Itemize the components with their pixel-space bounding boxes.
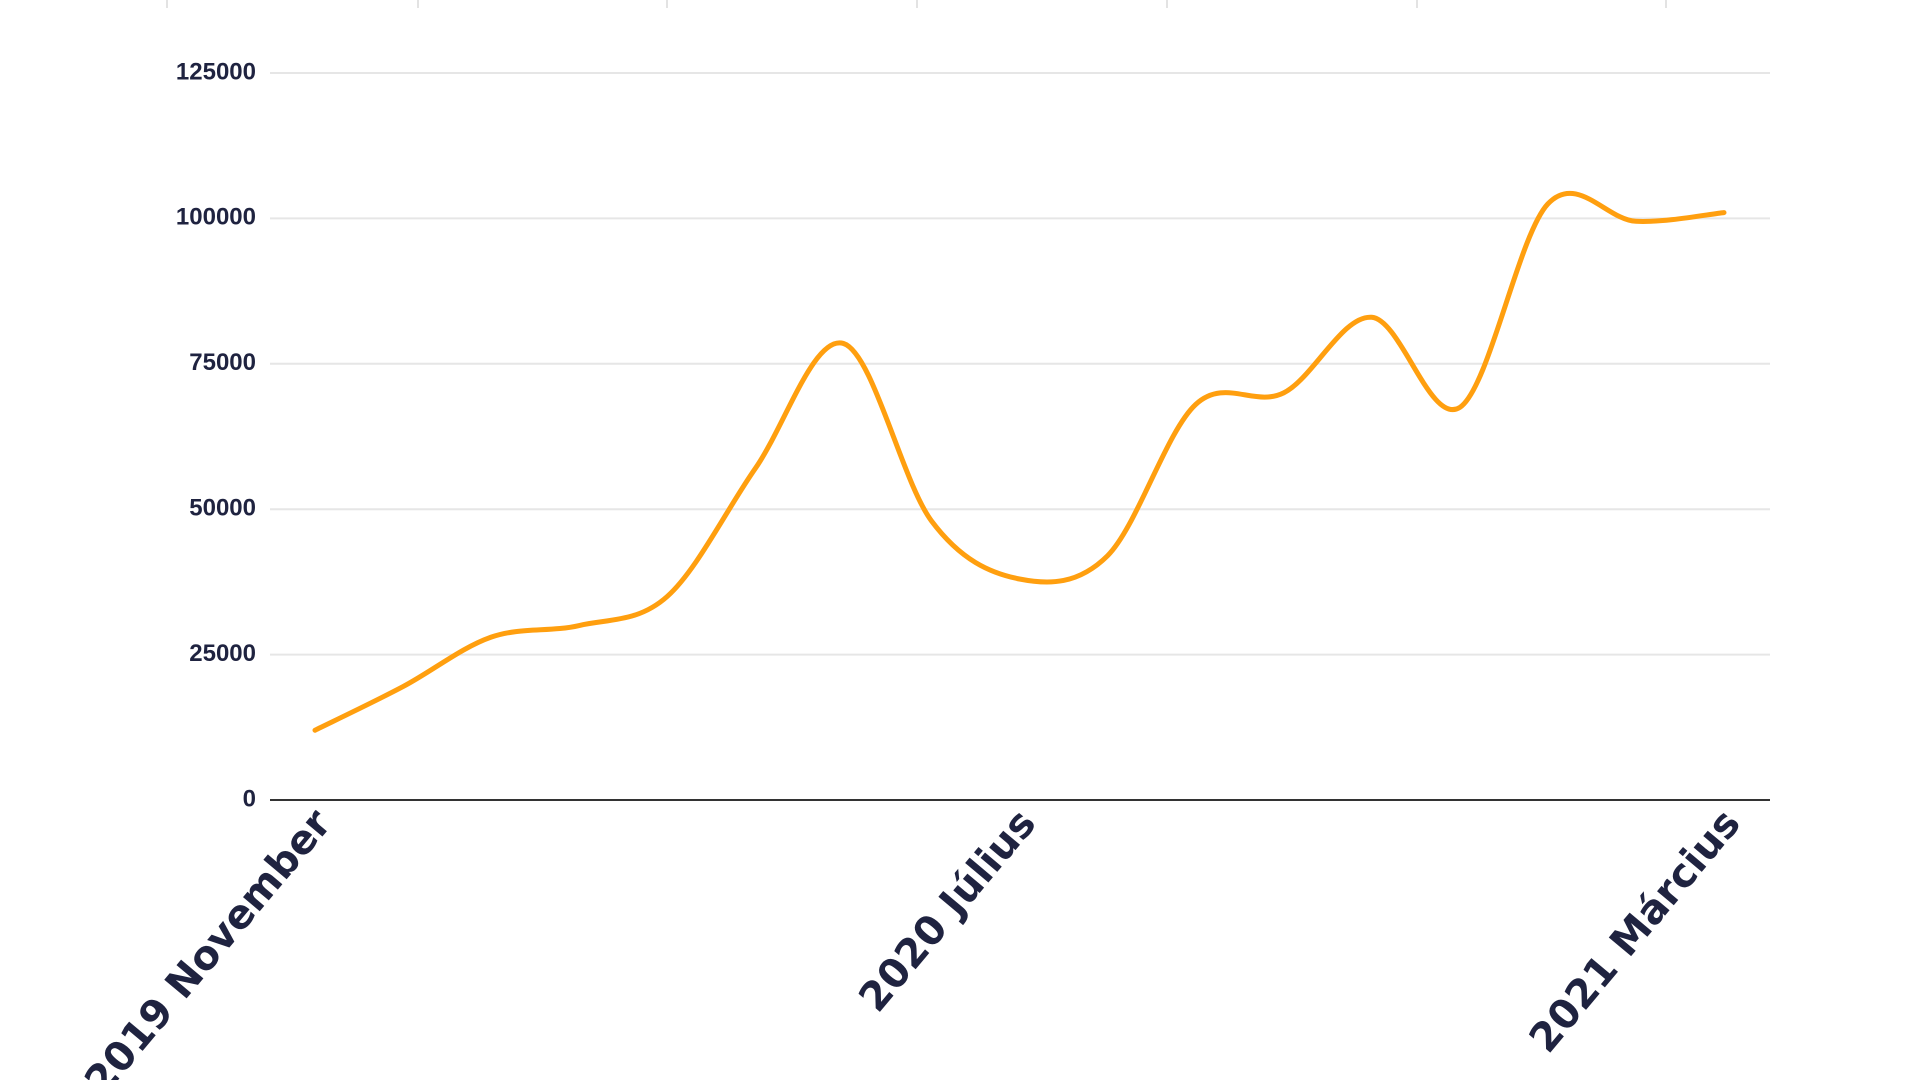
x-tick-label: 2021 Március <box>1521 801 1750 1062</box>
line <box>312 190 1727 733</box>
y-tick-label: 50000 <box>189 495 256 522</box>
x-tick-label: 2019 November <box>76 801 341 1080</box>
top-decoration <box>166 0 1667 8</box>
y-tick-label: 75000 <box>189 349 256 376</box>
y-tick-label: 100000 <box>176 204 256 231</box>
y-tick-label: 125000 <box>176 58 256 85</box>
y-tick-label: 25000 <box>189 640 256 667</box>
x-tick-label: 2020 Július <box>850 801 1045 1021</box>
y-tick-label: 0 <box>243 785 256 812</box>
